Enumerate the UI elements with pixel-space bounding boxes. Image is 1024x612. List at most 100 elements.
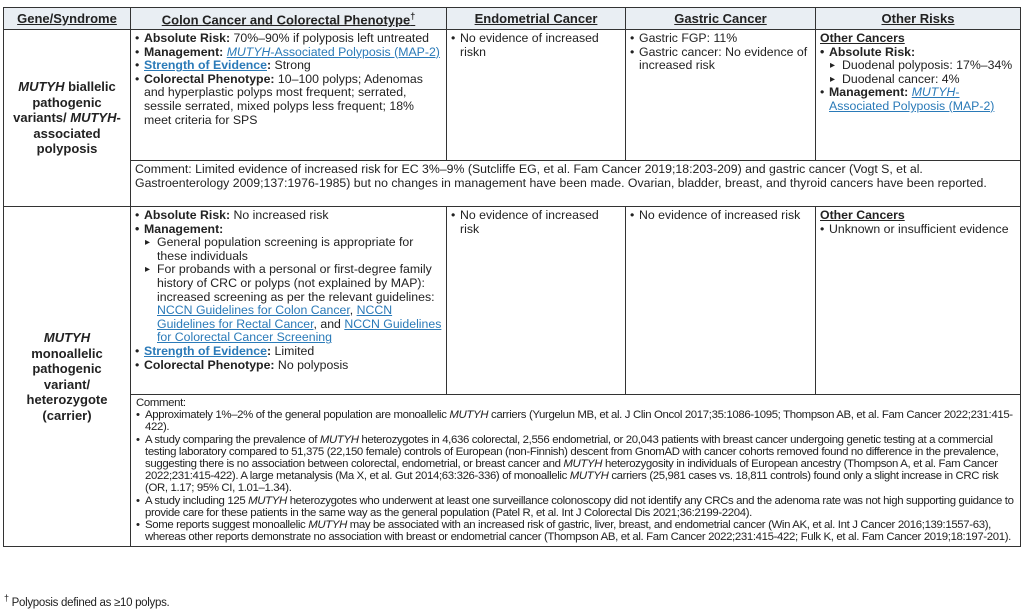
header-other: Other Risks	[815, 7, 1021, 30]
list-item: No evidence of increased risk	[451, 208, 621, 236]
row-monoallelic: MUTYH monoallelic pathogenic variant/ he…	[3, 205, 1021, 548]
text-segment: ,	[349, 303, 357, 318]
gene-name-text: MUTYH	[319, 433, 359, 446]
list-item: A study including 125 MUTYH heterozygote…	[136, 495, 1016, 519]
strength-item: Strength of Evidence: Limited	[135, 343, 442, 359]
list-item: Some reports suggest monoallelic MUTYH m…	[136, 519, 1016, 543]
gene-name-text: MUTYH	[563, 458, 603, 471]
gene-name-text: MUTYH	[449, 409, 489, 422]
gene-name-text: MUTYH	[569, 470, 609, 483]
header-gene: Gene/Syndrome	[3, 7, 131, 30]
row-monoallelic-comment: Comment: Approximately 1%–2% of the gene…	[4, 393, 1021, 548]
text-segment: -associated polyposis	[33, 110, 121, 157]
text-segment: :	[267, 58, 272, 73]
other-cancers-heading: Other Cancers	[820, 31, 905, 45]
footnote-text: Polyposis defined as ≥10 polyps.	[8, 596, 170, 609]
management-label: Management:	[135, 222, 442, 237]
text-segment: Some reports suggest monoallelic	[145, 519, 309, 532]
text-segment: A study including 125	[145, 494, 249, 507]
text-segment: Absolute Risk:	[144, 31, 231, 45]
text-segment: may be associated with an increased risk…	[145, 519, 1011, 544]
text-segment: No increased risk	[230, 208, 329, 222]
header-endometrial: Endometrial Cancer	[446, 7, 626, 30]
guideline-link[interactable]: Strength of Evidence	[144, 58, 267, 73]
list-item: A study comparing the prevalence of MUTY…	[136, 434, 1016, 495]
text-segment: , and	[313, 316, 345, 331]
list-item: Approximately 1%–2% of the general popul…	[136, 409, 1016, 433]
text-segment: For probands with a personal or first-de…	[157, 262, 435, 304]
guideline-link[interactable]: NCCN Guidelines for Colon Cancer	[157, 303, 350, 318]
text-segment: carriers (25,981 cases vs. 18,811 contro…	[145, 470, 999, 495]
list-item: Unknown or insufficient evidence	[820, 222, 1016, 237]
text-segment: A study comparing the prevalence of	[145, 433, 320, 446]
endometrial-biallelic-list: No evidence of increased riskn	[451, 31, 621, 59]
list-item: Strength of Evidence: Strong	[135, 58, 442, 73]
text-segment: Approximately 1%–2% of the general popul…	[145, 409, 450, 422]
header-gastric: Gastric Cancer	[625, 7, 816, 30]
management-subitem: For probands with a personal or first-de…	[135, 263, 442, 345]
absolute-risk-item: Absolute Risk: No increased risk	[135, 208, 442, 223]
text-segment: biallelic pathogenic variants/	[13, 79, 116, 126]
gene-name-text: MUTYH	[70, 110, 117, 126]
list-item: No evidence of increased riskn	[451, 31, 621, 59]
text-segment: heterozygotes who underwent at least one…	[145, 494, 1014, 519]
guideline-link[interactable]: NCCN Guidelines for Rectal Cancer	[157, 303, 393, 331]
dagger-mark: †	[410, 11, 416, 22]
text-segment: Strong	[271, 58, 311, 73]
text-segment: Management:	[829, 85, 909, 100]
header-colon-label: Colon Cancer and Colorectal Phenotype	[161, 12, 411, 28]
other-biallelic: Other Cancers Absolute Risk: Duodenal po…	[815, 29, 1021, 161]
gene-name-text: MUTYH	[308, 519, 347, 532]
gene-name-text: MUTYH	[43, 330, 91, 346]
management-subitem: General population screening is appropri…	[135, 235, 442, 263]
gastric-biallelic: Gastric FGP: 11%Gastric cancer: No evide…	[625, 29, 816, 161]
row-biallelic: MUTYH biallelic pathogenic variants/ MUT…	[3, 29, 1021, 207]
text-segment: 10–100 polyps; Adenomas and hyperplastic…	[144, 71, 423, 127]
guideline-link[interactable]: MUTYH	[226, 44, 271, 59]
colon-biallelic-list: Absolute Risk: 70%–90% if polyposis left…	[135, 31, 442, 127]
text-segment: carriers (Yurgelun MB, et al. J Clin Onc…	[145, 409, 1013, 434]
list-item: No evidence of increased risk	[630, 208, 811, 223]
duodenal-polyposis-item: Duodenal polyposis: 17%–34%	[820, 59, 1016, 73]
text-segment: heterozygosity in individuals of Europea…	[145, 458, 998, 483]
text-segment: :	[267, 343, 272, 358]
colon-biallelic: Absolute Risk: 70%–90% if polyposis left…	[130, 29, 447, 161]
guideline-link[interactable]: -Associated Polyposis (MAP-2)	[829, 85, 995, 113]
text-segment: 70%–90% if polyposis left untreated	[230, 31, 430, 45]
gastric-monoallelic-list: No evidence of increased risk	[630, 208, 811, 223]
list-item: Gastric FGP: 11%	[630, 31, 811, 46]
endometrial-monoallelic: No evidence of increased risk	[446, 206, 626, 395]
mutyh-risk-table: Gene/Syndrome Colon Cancer and Colorecta…	[3, 7, 1021, 548]
list-item: Management: MUTYH-Associated Polyposis (…	[135, 44, 442, 60]
list-item: Gastric cancer: No evidence of increased…	[630, 45, 811, 73]
text-segment: heterozygotes in 4,636 colorectal, 2,556…	[145, 433, 999, 471]
gastric-biallelic-list: Gastric FGP: 11%Gastric cancer: No evide…	[630, 31, 811, 73]
other-monoallelic-list: Unknown or insufficient evidence	[820, 222, 1016, 237]
guideline-link[interactable]: NCCN Guidelines for Colorectal Cancer Sc…	[157, 316, 442, 345]
other-cancers-heading: Other Cancers	[820, 208, 905, 222]
list-item: Colorectal Phenotype: 10–100 polyps; Ade…	[135, 71, 442, 127]
gastric-monoallelic: No evidence of increased risk	[625, 206, 816, 395]
text-segment: General population screening is appropri…	[157, 235, 414, 263]
text-segment: Absolute Risk:	[144, 208, 231, 222]
row-biallelic-comment: Comment: Limited evidence of increased r…	[4, 160, 1021, 207]
colon-monoallelic-list: Absolute Risk: No increased risk Managem…	[135, 208, 442, 372]
gene-biallelic: MUTYH biallelic pathogenic variants/ MUT…	[3, 29, 131, 207]
endometrial-monoallelic-list: No evidence of increased risk	[451, 208, 621, 236]
other-monoallelic: Other Cancers Unknown or insufficient ev…	[815, 206, 1021, 395]
comment-label: Comment:	[136, 397, 186, 409]
other-biallelic-list: Absolute Risk: Duodenal polyposis: 17%–3…	[820, 45, 1016, 114]
gene-name-text: MUTYH	[18, 79, 65, 95]
gene-name-text: MUTYH	[248, 494, 287, 507]
endometrial-biallelic: No evidence of increased riskn	[446, 29, 626, 161]
comment-monoallelic: Comment: Approximately 1%–2% of the gene…	[130, 393, 1021, 548]
guideline-link[interactable]: MUTYH	[911, 85, 956, 100]
text-segment: Colorectal Phenotype:	[144, 357, 275, 372]
guideline-link[interactable]: Strength of Evidence	[144, 343, 267, 358]
text-segment: Management:	[144, 44, 224, 59]
colon-monoallelic: Absolute Risk: No increased risk Managem…	[130, 206, 447, 395]
dagger-mark: †	[4, 593, 9, 603]
text-segment: monoallelic pathogenic variant/ heterozy…	[26, 345, 108, 423]
guideline-link[interactable]: -Associated Polyposis (MAP-2)	[270, 44, 440, 59]
text-segment: Colorectal Phenotype:	[144, 71, 275, 86]
